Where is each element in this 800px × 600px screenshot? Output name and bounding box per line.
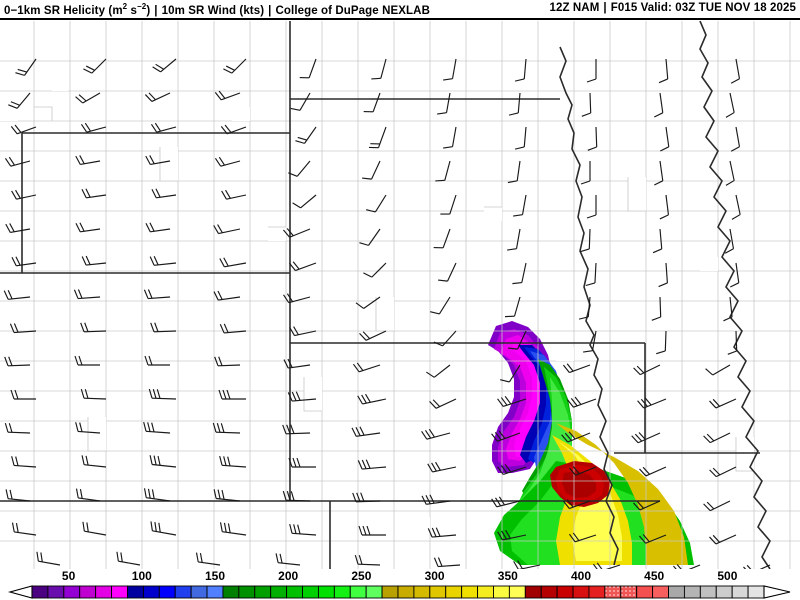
colorbar-swatch [238, 585, 256, 599]
colorbar-swatch [317, 585, 335, 599]
colorbar-swatch [254, 585, 272, 599]
colorbar-swatch [508, 585, 526, 599]
colorbar-tick-label: 100 [131, 569, 152, 583]
colorbar-swatch [747, 585, 765, 599]
colorbar-tick-label: 400 [570, 569, 592, 583]
colorbar-swatch [493, 585, 510, 599]
colorbar-swatch [477, 585, 494, 599]
colorbar-swatch [461, 585, 479, 599]
colorbar-swatch [127, 585, 144, 599]
title-separator-1: | [154, 4, 158, 17]
helicity-exp-2: −2 [137, 2, 147, 11]
colorbar-swatch [699, 585, 717, 599]
colorbar-tick-label: 200 [278, 569, 299, 583]
colorbar-tick-label: 250 [351, 569, 372, 583]
colorbar-swatch [365, 585, 383, 599]
colorbar-swatch [652, 585, 669, 599]
colorbar-tick-label: 350 [497, 569, 518, 583]
colorbar-swatch [413, 585, 431, 599]
border-missouri-river [559, 46, 619, 566]
colorbar-swatch [397, 585, 415, 599]
colorbar-swatch [604, 585, 622, 599]
colorbar-swatch [111, 585, 128, 599]
colorbar-swatch [588, 585, 606, 599]
colorbar-swatch [715, 585, 733, 599]
colorbar-tick-label: 50 [61, 569, 76, 583]
colorbar-swatch [31, 585, 49, 599]
colorbar-swatch [540, 585, 558, 599]
state-boundaries [0, 21, 771, 569]
arrow-right-extend-icon [763, 585, 791, 599]
colorbar-swatch [333, 585, 351, 599]
colorbar-swatch [349, 585, 367, 599]
map-canvas[interactable] [0, 21, 800, 569]
colorbar-swatch [429, 585, 447, 599]
county-detail-lines [34, 106, 754, 472]
colorbar-swatch [222, 585, 240, 599]
colorbar-swatch [731, 585, 749, 599]
colorbar-legend: 50 100 150 200 250 300 350 400 450 500 [0, 569, 800, 600]
colorbar-swatch [142, 585, 160, 599]
colorbar-swatch [668, 585, 685, 599]
colorbar-swatch [572, 585, 590, 599]
colorbar-tick-labels: 50 100 150 200 250 300 350 400 450 500 [0, 569, 800, 585]
colorbar-swatch [190, 585, 208, 599]
colorbar-tick-label: 300 [424, 569, 445, 583]
helicity-shading [488, 321, 694, 565]
colorbar-swatch [381, 585, 399, 599]
arrow-left-extend-icon [7, 585, 33, 599]
colorbar-swatch [556, 585, 574, 599]
colorbar-swatch [445, 585, 463, 599]
colorbar-swatch [286, 585, 303, 599]
colorbar-swatch [636, 585, 654, 599]
colorbar-tick-label: 450 [644, 569, 665, 583]
colorbar-swatch [524, 585, 542, 599]
colorbar-swatch [302, 585, 319, 599]
colorbar-swatch [47, 585, 65, 599]
header-bar: 0−1km SR Helicity (m2 s−2) | 10m SR Wind (… [0, 0, 800, 21]
colorbar-swatch [174, 585, 192, 599]
colorbar-swatch [270, 585, 288, 599]
colorbar-swatch [206, 585, 224, 599]
county-grid-irregularity-mask [0, 77, 754, 531]
colorbar-swatch [158, 585, 176, 599]
colorbar-swatch [620, 585, 638, 599]
product-wind-label: 10m SR Wind (kts) [161, 4, 265, 17]
helicity-exp-1: 2 [122, 2, 128, 11]
valid-time-label: F015 Valid: 03Z TUE NOV 18 2025 [610, 2, 796, 14]
product-helicity-label: 0−1km SR Helicity (m [4, 4, 123, 17]
title-separator-2: | [268, 4, 272, 17]
model-run-label: 12Z NAM [549, 2, 600, 14]
colorbar-swatch [63, 585, 81, 599]
colorbar-swatches[interactable] [0, 585, 800, 599]
product-title-right: 12Z NAM | F015 Valid: 03Z TUE NOV 18 2025 [549, 2, 796, 14]
header-divider [0, 18, 800, 20]
border-mississippi-river [699, 21, 771, 569]
colorbar-swatch [683, 585, 701, 599]
helicity-mid: s [127, 4, 138, 17]
source-label: College of DuPage NEXLAB [275, 4, 430, 17]
colorbar-segment-group [31, 585, 765, 599]
helicity-close-paren: ) [146, 4, 151, 17]
county-boundaries [0, 21, 800, 569]
colorbar-swatch [79, 585, 97, 599]
title-separator-3: | [603, 2, 607, 14]
colorbar-tick-label: 500 [717, 569, 738, 583]
product-title-left: 0−1km SR Helicity (m2 s−2) | 10m SR Wind (… [4, 2, 430, 17]
colorbar-swatch [95, 585, 113, 599]
colorbar-tick-label: 150 [204, 569, 226, 583]
wind-barbs [3, 58, 771, 569]
